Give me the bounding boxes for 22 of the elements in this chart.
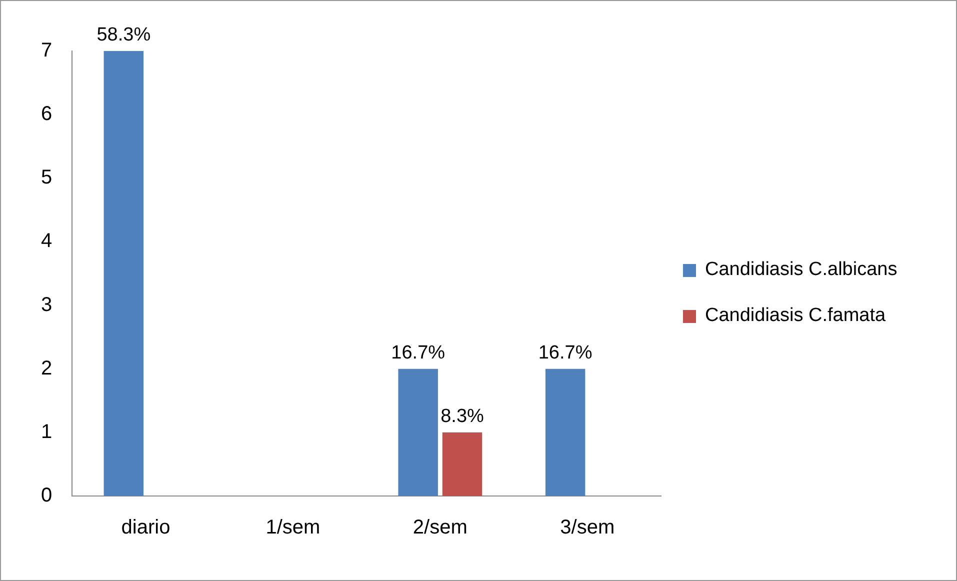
y-tick-label: 0	[41, 484, 52, 507]
y-tick-label: 2	[41, 357, 52, 380]
x-tick-label: 3/sem	[560, 516, 615, 539]
y-tick-label: 7	[41, 40, 52, 62]
y-tick-label: 5	[41, 166, 52, 189]
annotation: 8.3%	[440, 406, 484, 428]
bar	[104, 51, 144, 496]
y-tick-label: 3	[41, 294, 52, 316]
y-tick-label: 4	[41, 230, 52, 252]
x-tick-label: diario	[121, 516, 170, 539]
annotation: 58.3%	[96, 24, 151, 46]
bar	[545, 368, 586, 496]
annotation: 16.7%	[538, 342, 592, 364]
annotation: 16.7%	[391, 342, 446, 364]
y-tick-label: 6	[41, 103, 52, 126]
legend-label: Candidiasis C.albicans	[705, 259, 898, 281]
bar	[442, 432, 482, 496]
bar	[398, 368, 438, 496]
x-tick-label: 2/sem	[412, 516, 468, 539]
x-tick-label: 1/sem	[266, 516, 320, 539]
legend-label: Candidiasis C.famata	[705, 305, 886, 327]
y-tick-label: 1	[41, 420, 52, 443]
